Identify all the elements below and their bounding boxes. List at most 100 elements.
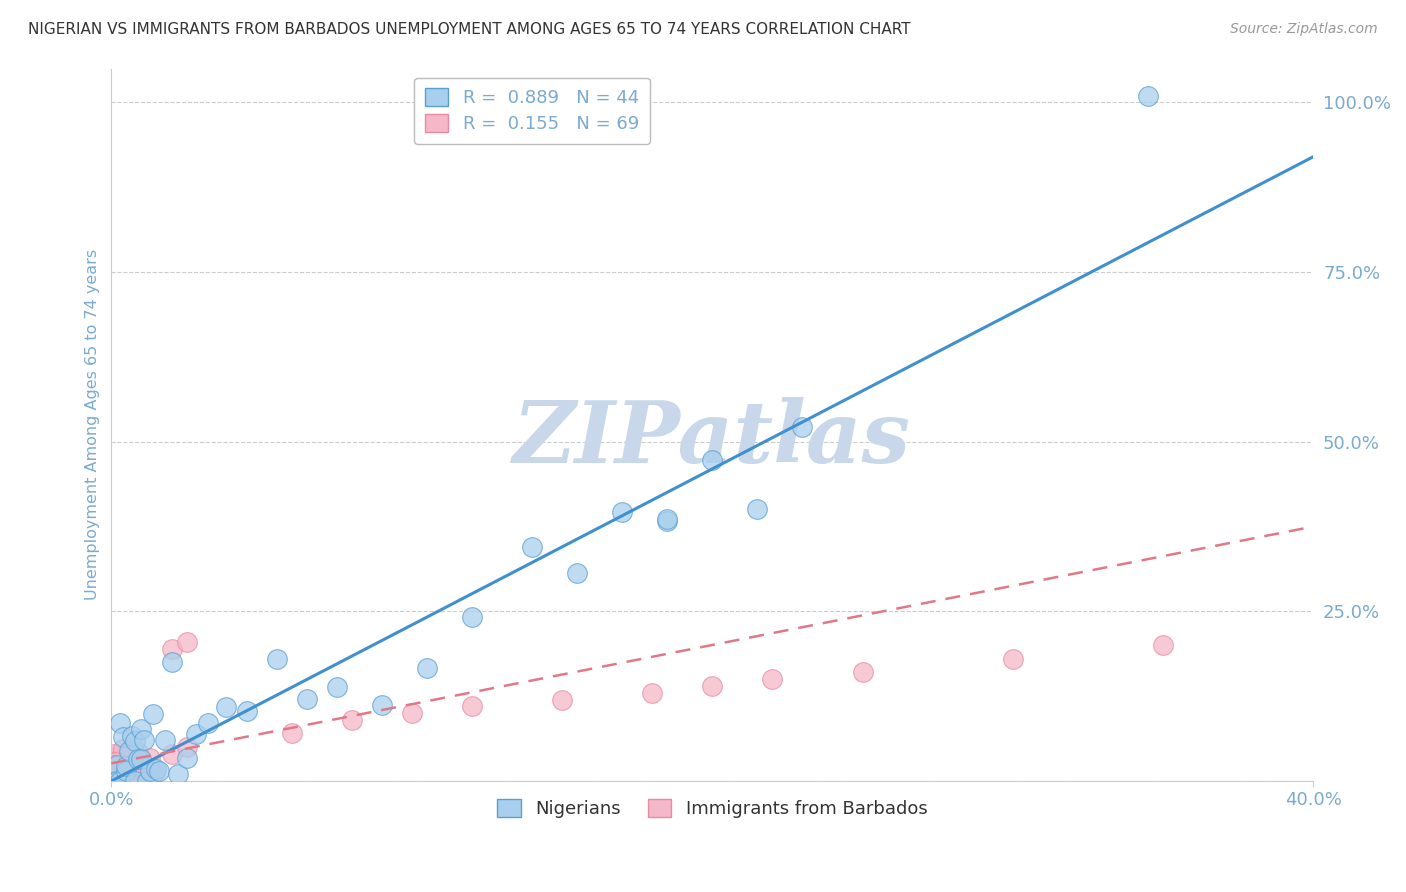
Point [131,722,153,736]
Point [551,692,574,706]
Point [371,698,394,712]
Point [101,772,124,786]
Point [139,764,162,778]
Point [120,762,142,776]
Point [101,767,124,781]
Point [127,752,149,766]
Point [612,505,634,519]
Point [1137,88,1160,103]
Point [115,758,138,772]
Point [702,453,724,467]
Point [108,761,131,775]
Point [110,774,132,789]
Point [111,773,134,788]
Point [112,764,135,779]
Point [103,762,125,776]
Point [129,761,152,775]
Y-axis label: Unemployment Among Ages 65 to 74 years: Unemployment Among Ages 65 to 74 years [86,249,100,600]
Point [104,772,127,786]
Point [105,762,128,776]
Point [115,758,138,772]
Point [416,660,439,674]
Point [176,750,198,764]
Point [112,771,135,785]
Point [657,514,679,528]
Point [105,772,128,786]
Point [266,651,288,665]
Point [136,768,159,782]
Point [118,771,141,785]
Point [118,753,141,767]
Point [148,764,170,778]
Point [107,757,129,772]
Point [761,672,783,686]
Point [702,679,724,693]
Point [135,768,157,782]
Point [107,769,129,783]
Point [176,635,198,649]
Point [104,773,127,788]
Point [112,772,135,787]
Point [160,747,183,761]
Point [112,730,135,744]
Point [111,764,134,779]
Point [115,764,138,778]
Point [792,420,814,434]
Point [129,752,152,766]
Point [401,706,423,720]
Point [115,763,138,777]
Point [280,726,302,740]
Point [124,734,146,748]
Point [155,733,177,747]
Point [235,704,257,718]
Point [104,756,127,770]
Point [121,771,143,785]
Point [134,732,156,747]
Point [104,749,127,764]
Point [851,665,873,680]
Point [184,727,207,741]
Point [136,774,159,789]
Point [108,770,131,784]
Point [461,610,484,624]
Point [128,758,150,772]
Point [101,769,124,783]
Point [747,502,769,516]
Point [100,757,122,772]
Point [105,771,128,785]
Point [112,742,135,756]
Point [103,767,125,781]
Point [120,766,142,780]
Point [131,752,153,766]
Point [110,766,132,780]
Point [124,774,146,789]
Point [197,715,219,730]
Point [112,768,135,782]
Point [295,692,318,706]
Point [110,773,132,788]
Point [139,751,162,765]
Point [101,773,124,788]
Point [565,566,588,581]
Point [176,740,198,755]
Point [340,713,363,727]
Point [118,744,141,758]
Point [108,767,131,781]
Point [160,641,183,656]
Point [110,715,132,730]
Point [214,700,236,714]
Point [128,773,150,788]
Point [103,765,125,780]
Point [103,747,125,761]
Point [108,768,131,782]
Point [1152,638,1174,652]
Point [326,680,349,694]
Point [160,655,183,669]
Point [1001,652,1024,666]
Point [124,765,146,780]
Legend: Nigerians, Immigrants from Barbados: Nigerians, Immigrants from Barbados [489,792,935,825]
Point [127,745,149,759]
Point [520,541,543,555]
Point [121,729,143,743]
Point [107,774,129,789]
